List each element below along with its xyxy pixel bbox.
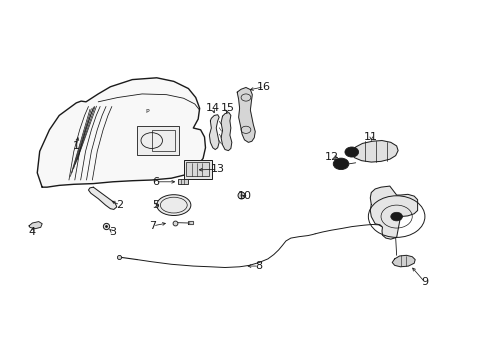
Ellipse shape [157, 195, 190, 216]
Text: 10: 10 [237, 191, 251, 201]
Text: 7: 7 [149, 221, 156, 231]
Text: 2: 2 [116, 200, 123, 210]
Polygon shape [221, 113, 231, 150]
Polygon shape [237, 87, 255, 142]
Bar [183, 160, 211, 179]
Text: 15: 15 [220, 103, 234, 113]
Text: 5: 5 [152, 200, 159, 210]
Bar [178, 179, 187, 184]
Bar [186, 162, 208, 176]
Polygon shape [351, 140, 397, 162]
Text: 6: 6 [152, 177, 159, 187]
Text: 1: 1 [73, 141, 80, 151]
Polygon shape [29, 222, 42, 229]
Text: 11: 11 [364, 132, 378, 142]
Polygon shape [37, 78, 205, 187]
Text: 12: 12 [325, 152, 339, 162]
Text: P: P [145, 109, 148, 114]
Text: 3: 3 [109, 227, 116, 237]
Polygon shape [209, 115, 219, 149]
Text: 4: 4 [29, 227, 36, 237]
Text: 14: 14 [205, 103, 220, 113]
Polygon shape [391, 255, 414, 267]
Text: 13: 13 [210, 164, 224, 174]
Text: 8: 8 [255, 261, 262, 271]
Bar [137, 126, 178, 155]
Polygon shape [88, 187, 117, 210]
Circle shape [332, 158, 348, 170]
Circle shape [390, 212, 402, 221]
Text: 9: 9 [421, 277, 427, 287]
Text: 16: 16 [257, 82, 270, 92]
Circle shape [344, 147, 358, 157]
Polygon shape [188, 221, 193, 225]
Polygon shape [369, 186, 417, 239]
Bar [152, 130, 175, 151]
